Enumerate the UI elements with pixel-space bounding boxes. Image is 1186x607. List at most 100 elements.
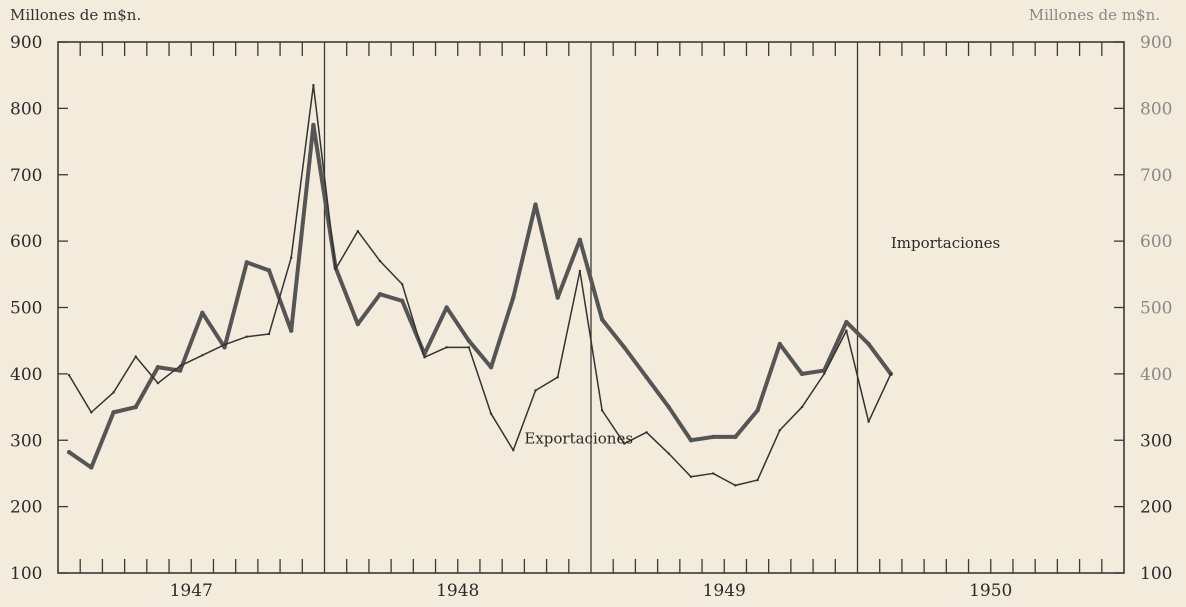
data-point-exportaciones: [534, 389, 537, 392]
data-point-exportaciones: [90, 411, 93, 414]
x-year-label: 1949: [703, 581, 746, 601]
data-point-importaciones: [66, 449, 72, 455]
data-point-importaciones: [377, 292, 383, 297]
data-point-exportaciones: [289, 256, 293, 259]
data-point-exportaciones: [245, 335, 248, 338]
data-point-exportaciones: [645, 431, 648, 434]
x-year-label: 1947: [170, 581, 213, 601]
y-tick-label-left: 700: [10, 166, 42, 186]
data-point-exportaciones: [889, 372, 893, 376]
data-point-importaciones: [644, 374, 649, 380]
data-point-importaciones: [466, 338, 472, 343]
data-point-exportaciones: [312, 83, 315, 87]
data-point-exportaciones: [512, 449, 515, 452]
data-point-exportaciones: [556, 375, 559, 379]
y-tick-label-right: 400: [1140, 365, 1172, 385]
data-point-importaciones: [311, 122, 316, 128]
data-point-exportaciones: [689, 475, 693, 478]
data-point-importaciones: [755, 408, 760, 413]
data-point-exportaciones: [112, 391, 115, 394]
data-point-importaciones: [733, 434, 738, 440]
data-point-exportaciones: [201, 354, 204, 357]
y-axis-unit-left: Millones de m$n.: [10, 6, 142, 24]
data-point-exportaciones: [667, 452, 670, 455]
data-point-exportaciones: [578, 269, 582, 273]
data-point-exportaciones: [800, 405, 804, 409]
y-tick-label-right: 800: [1140, 99, 1172, 119]
y-tick-label-left: 400: [10, 365, 42, 385]
y-tick-label-right: 200: [1140, 498, 1172, 518]
x-year-label: 1948: [436, 581, 479, 601]
y-tick-label-right: 500: [1140, 299, 1172, 319]
data-point-importaciones: [200, 310, 205, 316]
data-point-importaciones: [111, 410, 116, 415]
data-point-importaciones: [288, 328, 294, 333]
data-point-exportaciones: [401, 283, 404, 286]
y-tick-label-left: 100: [10, 564, 42, 584]
data-point-exportaciones: [178, 364, 182, 368]
data-point-importaciones: [155, 365, 161, 370]
data-point-importaciones: [866, 341, 871, 347]
y-tick-label-left: 200: [10, 498, 42, 518]
data-point-importaciones: [777, 341, 782, 347]
data-point-importaciones: [511, 295, 516, 300]
data-point-exportaciones: [67, 374, 71, 377]
data-point-exportaciones: [867, 420, 870, 423]
data-point-importaciones: [599, 317, 605, 322]
data-point-importaciones: [688, 438, 694, 443]
y-tick-label-right: 100: [1140, 564, 1172, 584]
y-tick-label-left: 900: [10, 33, 42, 53]
data-point-exportaciones: [334, 267, 337, 271]
data-point-importaciones: [266, 268, 272, 273]
data-point-importaciones: [222, 345, 227, 350]
series-annotation: Importaciones: [891, 234, 1000, 252]
x-year-label: 1950: [969, 581, 1012, 601]
data-point-exportaciones: [156, 381, 160, 385]
data-point-exportaciones: [223, 343, 226, 346]
data-point-exportaciones: [756, 478, 759, 482]
data-point-exportaciones: [845, 329, 848, 332]
data-point-importaciones: [710, 434, 716, 440]
data-point-exportaciones: [267, 332, 271, 336]
data-point-exportaciones: [467, 346, 471, 349]
series-line-importaciones: [67, 122, 893, 470]
data-point-importaciones: [244, 260, 249, 265]
y-tick-label-left: 600: [10, 232, 42, 252]
series-line-exportaciones: [68, 84, 892, 487]
data-point-exportaciones: [711, 472, 715, 475]
data-point-exportaciones: [489, 412, 493, 415]
series-annotation: Exportaciones: [524, 430, 633, 448]
y-tick-label-right: 900: [1140, 33, 1172, 53]
data-point-importaciones: [622, 345, 627, 350]
data-point-importaciones: [355, 321, 361, 327]
y-tick-label-left: 300: [10, 431, 42, 451]
data-point-importaciones: [444, 305, 449, 310]
data-point-importaciones: [488, 365, 494, 370]
data-point-exportaciones: [356, 229, 360, 233]
data-point-importaciones: [844, 319, 849, 325]
data-point-exportaciones: [623, 442, 626, 445]
data-point-exportaciones: [600, 409, 604, 412]
data-point-importaciones: [133, 404, 138, 410]
data-point-importaciones: [400, 298, 405, 304]
y-tick-label-right: 600: [1140, 232, 1172, 252]
data-point-importaciones: [799, 371, 805, 377]
y-axis-unit-right: Millones de m$n.: [1028, 6, 1160, 24]
data-point-importaciones: [533, 202, 538, 207]
data-point-exportaciones: [445, 346, 448, 349]
data-point-exportaciones: [734, 484, 737, 487]
y-tick-label-left: 500: [10, 299, 42, 319]
data-point-importaciones: [577, 237, 583, 242]
y-tick-label-right: 300: [1140, 431, 1172, 451]
data-point-exportaciones: [423, 356, 426, 359]
data-point-exportaciones: [822, 372, 826, 376]
data-point-importaciones: [177, 368, 183, 373]
data-point-importaciones: [666, 404, 671, 410]
y-tick-label-right: 700: [1140, 166, 1172, 186]
data-point-importaciones: [555, 295, 560, 300]
data-point-exportaciones: [134, 355, 137, 358]
data-point-importaciones: [89, 465, 94, 470]
y-tick-label-left: 800: [10, 99, 42, 119]
data-point-exportaciones: [378, 259, 382, 263]
